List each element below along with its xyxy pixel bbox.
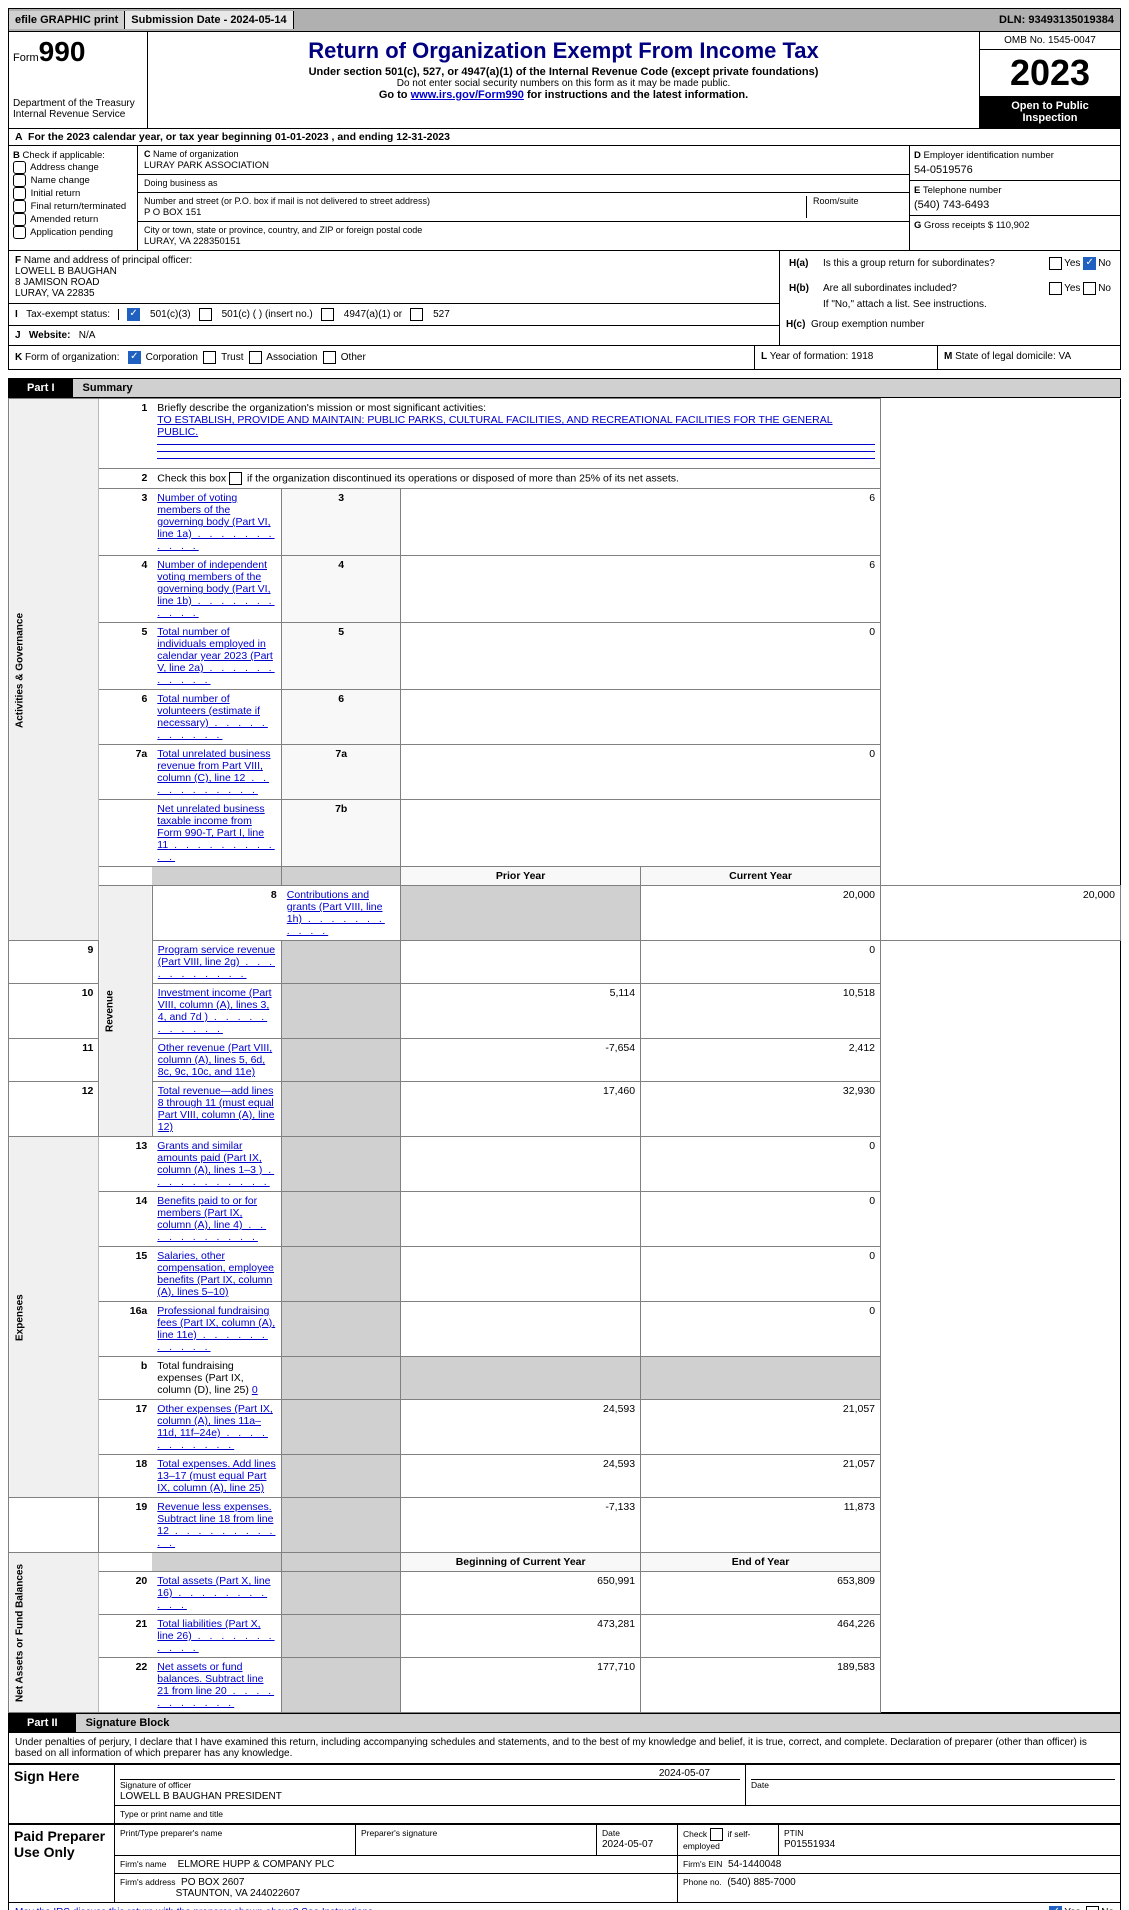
officer-box: F Name and address of principal officer:… [9,251,779,303]
dba-box: Doing business as [138,175,909,193]
form-number: Form990 [13,36,143,68]
tax-year: 2023 [980,50,1120,96]
header-sub2: Do not enter social security numbers on … [152,78,975,89]
phone-box: E Telephone number (540) 743-6493 [910,181,1120,216]
open-inspection: Open to Public Inspection [980,96,1120,128]
submission-date: Submission Date - 2024-05-14 [125,11,293,29]
dept-treasury: Department of the Treasury [13,98,143,109]
mission-text: TO ESTABLISH, PROVIDE AND MAINTAIN: PUBL… [157,414,832,438]
part1-bar: Part I Summary [8,378,1121,398]
h-a-row: H(a) Is this a group return for subordin… [780,251,1120,276]
ha-no[interactable] [1083,257,1096,270]
header-sub1: Under section 501(c), 527, or 4947(a)(1)… [152,66,975,78]
vlabel-ag: Activities & Governance [9,399,99,941]
ein-box: D Employer identification number 54-0519… [910,146,1120,181]
cb-501c3[interactable] [127,308,140,321]
street-box: Number and street (or P.O. box if mail i… [138,193,909,222]
cb-527[interactable] [410,308,423,321]
tax-status-row: I Tax-exempt status: 501(c)(3) 501(c) ( … [9,303,779,325]
omb-number: OMB No. 1545-0047 [980,32,1120,50]
sign-here-table: Sign Here 2024-05-07 Signature of office… [8,1764,1121,1824]
top-bar: efile GRAPHIC print Submission Date - 20… [8,8,1121,32]
section-b: B Check if applicable: Address change Na… [9,146,138,250]
website-row: J Website: N/A [9,325,779,345]
h-b-row: H(b) Are all subordinates included? Yes … [780,276,1120,316]
efile-print-button[interactable]: efile GRAPHIC print [9,11,125,29]
vlabel-na: Net Assets or Fund Balances [9,1553,99,1713]
discuss-row: May the IRS discuss this return with the… [8,1903,1121,1910]
vlabel-exp: Expenses [9,1137,99,1498]
paid-preparer-table: Paid Preparer Use Only Print/Type prepar… [8,1824,1121,1903]
irs-link[interactable]: www.irs.gov/Form990 [411,89,524,101]
cb-501c[interactable] [199,308,212,321]
form-header: Form990 Department of the Treasury Inter… [8,32,1121,129]
cb-4947[interactable] [321,308,334,321]
h-c-row: H(c) Group exemption number [780,316,1120,333]
org-name-box: C Name of organization LURAY PARK ASSOCI… [138,146,909,175]
entity-section: B Check if applicable: Address change Na… [8,146,1121,251]
form-title: Return of Organization Exempt From Incom… [152,38,975,64]
part2-bar: Part II Signature Block [8,1713,1121,1733]
header-sub3: Go to www.irs.gov/Form990 for instructio… [152,89,975,101]
klm-row: K Form of organization: Corporation Trus… [8,346,1121,370]
city-box: City or town, state or province, country… [138,222,909,250]
lower-section: F Name and address of principal officer:… [8,251,1121,346]
summary-table: Activities & Governance 1 Briefly descri… [8,398,1121,1713]
cb-corp[interactable] [128,351,141,364]
dln: DLN: 93493135019384 [993,11,1120,29]
vlabel-rev: Revenue [99,886,152,1137]
irs-label: Internal Revenue Service [13,109,143,120]
signature-perjury: Under penalties of perjury, I declare th… [8,1733,1121,1764]
gross-box: G Gross receipts $ 110,902 [910,216,1120,235]
line-a: A For the 2023 calendar year, or tax yea… [8,129,1121,146]
discuss-yes[interactable] [1049,1906,1062,1910]
